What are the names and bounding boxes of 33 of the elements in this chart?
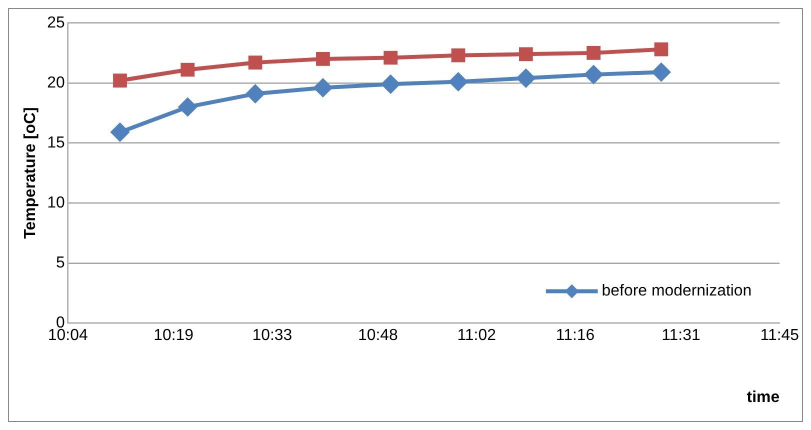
point	[111, 123, 129, 142]
x-tick-label: 11:16	[556, 327, 595, 344]
point	[113, 74, 127, 88]
y-tick-label: 25	[47, 14, 65, 32]
point	[449, 72, 468, 91]
y-tick-label: 10	[47, 194, 65, 212]
point	[180, 62, 195, 77]
point	[178, 98, 197, 116]
point	[584, 66, 603, 84]
point	[382, 75, 400, 94]
point	[516, 69, 535, 88]
point	[654, 42, 668, 56]
point	[652, 63, 670, 82]
x-tick-label: 10:19	[154, 327, 194, 344]
point	[248, 56, 262, 70]
point	[316, 52, 330, 66]
x-tick-label: 10:33	[252, 327, 292, 344]
x-tick-label: 11:31	[662, 327, 700, 344]
legend-label: before modernization	[602, 282, 752, 300]
y-axis-title: Temperature [oC]	[22, 107, 39, 239]
y-tick-label: 15	[47, 134, 65, 152]
x-axis-title: time	[746, 388, 780, 406]
point	[518, 47, 533, 62]
y-tick-label: 5	[56, 254, 65, 272]
point	[314, 78, 332, 97]
x-tick-label: 10:48	[358, 327, 398, 344]
x-tick-label: 11:02	[457, 327, 496, 344]
point	[451, 48, 466, 62]
point	[246, 84, 264, 103]
y-tick-label: 20	[47, 74, 65, 92]
point	[384, 50, 398, 65]
point	[586, 46, 601, 60]
x-tick-label: 11:45	[760, 327, 800, 344]
